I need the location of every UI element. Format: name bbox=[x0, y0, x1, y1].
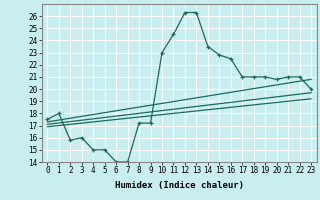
X-axis label: Humidex (Indice chaleur): Humidex (Indice chaleur) bbox=[115, 181, 244, 190]
